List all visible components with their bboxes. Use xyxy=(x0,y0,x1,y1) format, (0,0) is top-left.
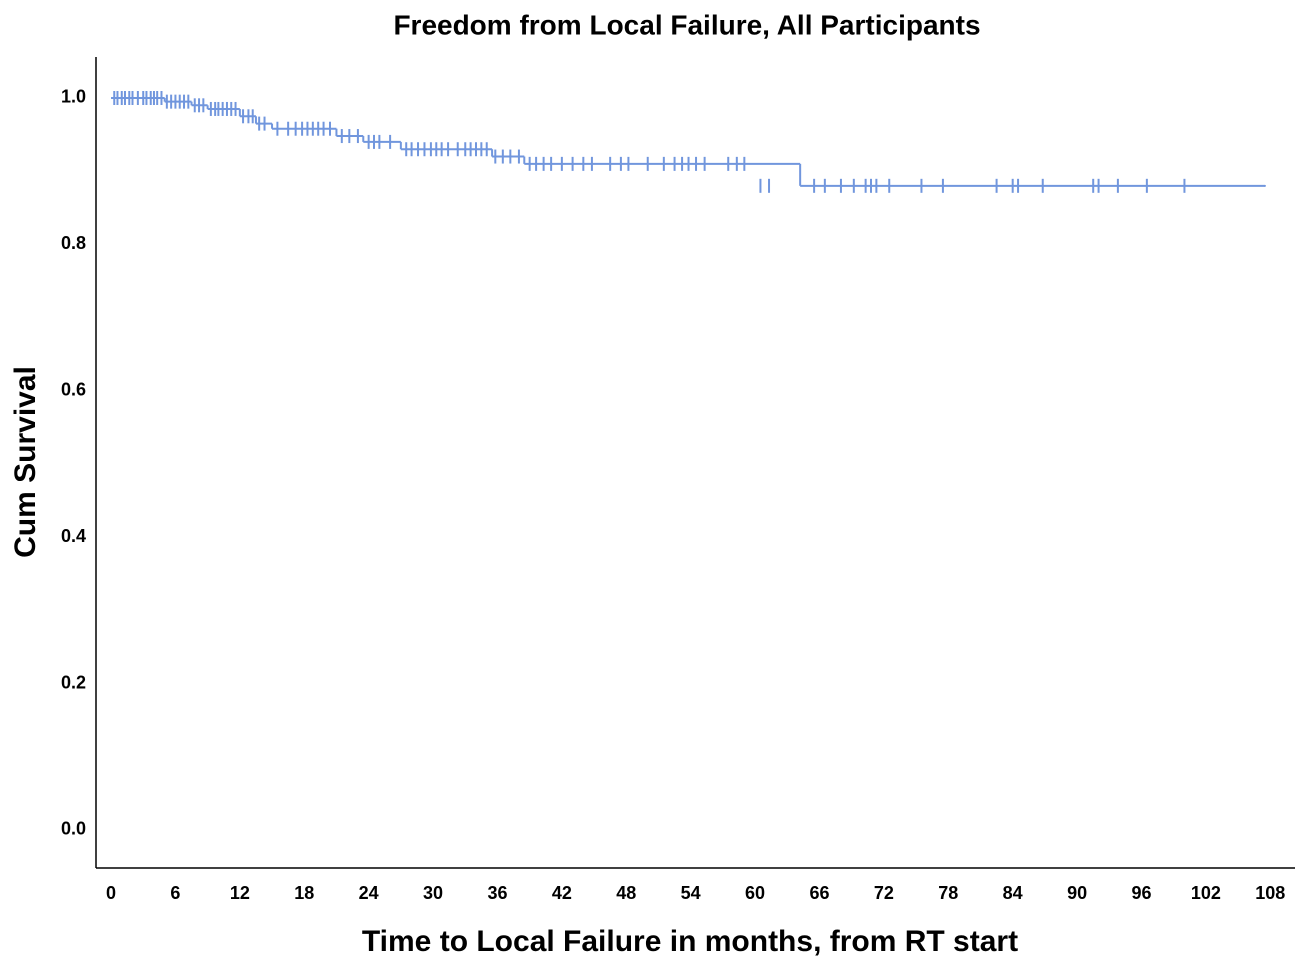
x-tick-label: 72 xyxy=(874,883,894,903)
x-tick-label: 48 xyxy=(616,883,636,903)
x-tick-label: 0 xyxy=(106,883,116,903)
y-tick-label: 0.6 xyxy=(61,380,86,400)
y-tick-label: 0.4 xyxy=(61,526,86,546)
x-tick-label: 84 xyxy=(1003,883,1023,903)
y-axis-label: Cum Survival xyxy=(9,366,42,558)
x-tick-label: 6 xyxy=(170,883,180,903)
x-tick-label: 24 xyxy=(359,883,379,903)
x-tick-label: 36 xyxy=(487,883,507,903)
x-tick-label: 60 xyxy=(745,883,765,903)
x-tick-label: 90 xyxy=(1067,883,1087,903)
x-tick-label: 66 xyxy=(809,883,829,903)
x-axis-label: Time to Local Failure in months, from RT… xyxy=(362,925,1018,958)
y-tick-label: 0.2 xyxy=(61,672,86,692)
x-tick-label: 96 xyxy=(1131,883,1151,903)
survival-end xyxy=(1263,184,1266,187)
x-tick-label: 102 xyxy=(1191,883,1221,903)
x-tick-label: 54 xyxy=(681,883,701,903)
x-tick-label: 108 xyxy=(1255,883,1285,903)
x-tick-label: 78 xyxy=(938,883,958,903)
x-tick-label: 18 xyxy=(294,883,314,903)
y-tick-label: 0.0 xyxy=(61,819,86,839)
x-tick-label: 42 xyxy=(552,883,572,903)
y-tick-label: 0.8 xyxy=(61,233,86,253)
chart-title: Freedom from Local Failure, All Particip… xyxy=(393,9,980,40)
x-tick-label: 12 xyxy=(230,883,250,903)
x-tick-label: 30 xyxy=(423,883,443,903)
y-tick-label: 1.0 xyxy=(61,87,86,107)
